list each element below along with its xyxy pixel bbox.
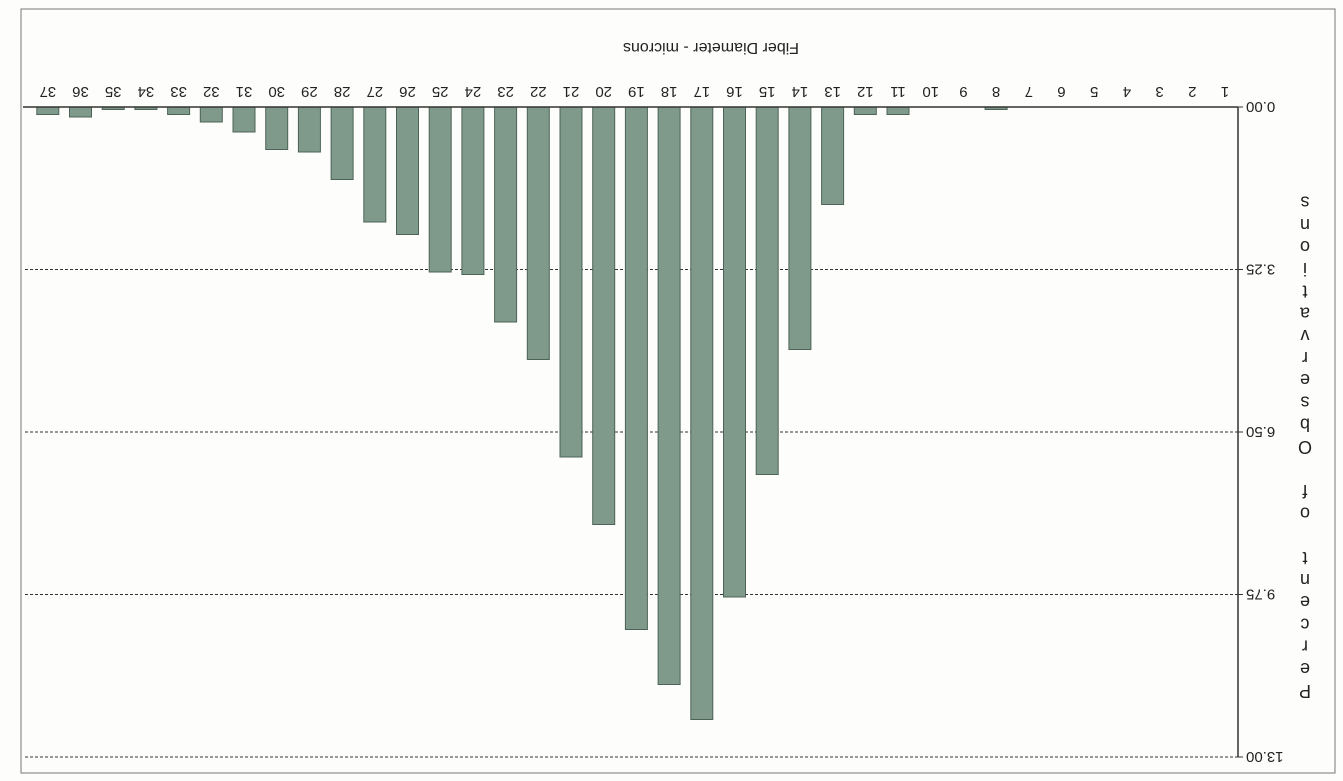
bar-25 <box>428 106 452 273</box>
x-tick-label: 37 <box>39 83 56 100</box>
y-tick-label: 0.00 <box>1246 98 1275 115</box>
bar-16 <box>723 106 746 598</box>
y-axis-title-text: Percent of Observations <box>1298 193 1312 701</box>
bar-30 <box>265 106 289 150</box>
x-tick-label: 12 <box>857 83 874 100</box>
x-tick-label: 15 <box>759 83 776 100</box>
x-tick-label: 5 <box>1090 83 1098 100</box>
x-tick-label: 36 <box>72 83 89 100</box>
x-tick-label: 24 <box>465 83 482 100</box>
x-tick-label: 13 <box>824 83 841 100</box>
bar-12 <box>853 106 877 115</box>
x-tick-label: 32 <box>203 83 220 100</box>
x-tick-label: 27 <box>366 83 383 100</box>
x-tick-label: 25 <box>432 83 449 100</box>
bar-11 <box>886 106 910 115</box>
y-axis-title: Percent of Observations <box>1298 193 1312 701</box>
x-tick-label: 34 <box>138 83 155 100</box>
x-tick-label: 20 <box>595 83 612 100</box>
bar-22 <box>526 106 550 360</box>
bar-14 <box>788 106 812 350</box>
x-tick-labels: 1234567891011121314151617181920212223242… <box>39 83 1229 100</box>
x-tick-label: 16 <box>726 83 743 100</box>
bar-24 <box>461 106 485 275</box>
bar-37 <box>36 106 60 115</box>
x-tick-label: 6 <box>1057 83 1065 100</box>
bar-31 <box>232 106 256 133</box>
x-tick-label: 26 <box>399 83 416 100</box>
y-tick-label: 3.25 <box>1246 261 1275 278</box>
x-tick-label: 3 <box>1155 83 1163 100</box>
x-tick-label: 4 <box>1123 83 1131 100</box>
x-tick-label: 22 <box>530 83 547 100</box>
bar-27 <box>363 106 387 223</box>
x-axis-title: Fiber Diameter - microns <box>623 39 799 56</box>
y-tick-label: 9.75 <box>1246 586 1275 603</box>
bar-19 <box>624 106 648 630</box>
bar-15 <box>755 106 779 475</box>
x-tick-label: 7 <box>1025 83 1033 100</box>
x-tick-label: 18 <box>661 83 678 100</box>
bar-28 <box>330 106 354 180</box>
bar-17 <box>690 106 714 720</box>
bar-32 <box>199 106 223 123</box>
x-tick-label: 33 <box>170 83 187 100</box>
bars <box>36 106 1008 720</box>
bar-23 <box>494 106 518 323</box>
bar-21 <box>559 106 583 458</box>
bar-33 <box>167 106 191 115</box>
chart-frame <box>20 8 1336 774</box>
x-tick-label: 14 <box>792 83 809 100</box>
bar-29 <box>297 106 321 153</box>
bar-20 <box>592 106 616 525</box>
x-tick-label: 35 <box>105 83 122 100</box>
x-tick-label: 9 <box>959 83 967 100</box>
x-tick-label: 31 <box>236 83 253 100</box>
y-tick-labels: 0.00 3.25 6.50 9.75 13.00 <box>1238 98 1284 765</box>
x-tick-label: 10 <box>922 83 939 100</box>
x-tick-label: 2 <box>1188 83 1196 100</box>
x-tick-label: 11 <box>890 83 906 100</box>
bar-13 <box>821 106 845 205</box>
x-tick-label: 29 <box>301 83 318 100</box>
y-tick-label: 6.50 <box>1246 423 1275 440</box>
x-tick-label: 23 <box>497 83 514 100</box>
x-tick-label: 1 <box>1221 83 1229 100</box>
x-tick-label: 17 <box>693 83 710 100</box>
bar-18 <box>657 106 681 685</box>
y-tick-label: 13.00 <box>1246 748 1284 765</box>
x-tick-label: 30 <box>268 83 285 100</box>
x-tick-label: 8 <box>992 83 1000 100</box>
x-tick-label: 21 <box>563 83 580 100</box>
bar-26 <box>396 106 419 235</box>
x-tick-label: 28 <box>334 83 351 100</box>
x-tick-label: 19 <box>628 83 645 100</box>
bar-36 <box>69 106 92 118</box>
